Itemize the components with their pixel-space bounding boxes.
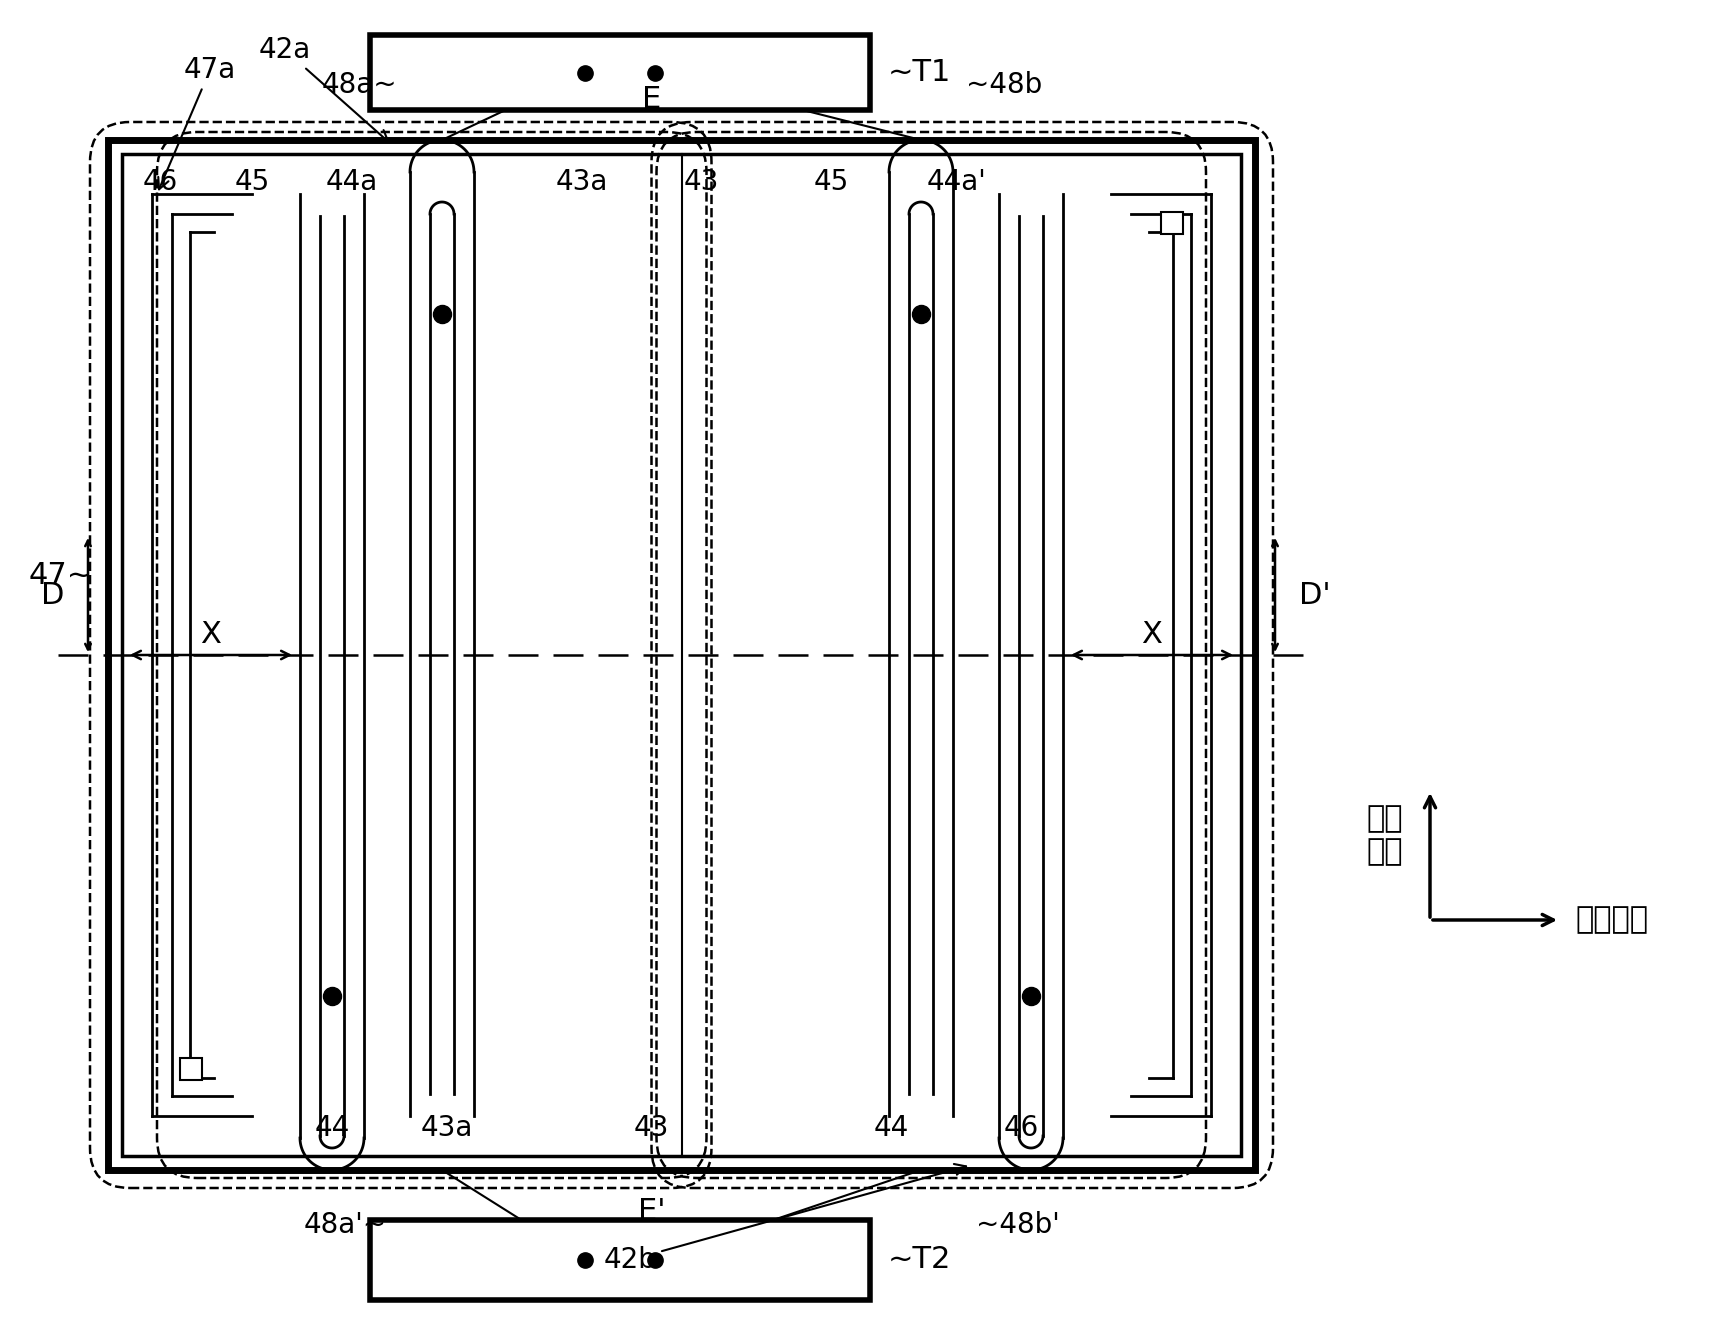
Text: 44a: 44a (326, 168, 378, 196)
Text: E: E (643, 85, 662, 115)
Text: ~T1: ~T1 (889, 59, 951, 87)
Text: 44a': 44a' (927, 168, 987, 196)
Text: 42a: 42a (258, 36, 388, 141)
Text: 43: 43 (684, 168, 719, 196)
Text: 45: 45 (234, 168, 270, 196)
Text: D: D (42, 580, 64, 609)
Text: 45: 45 (814, 168, 849, 196)
Text: ~T2: ~T2 (889, 1245, 951, 1274)
Text: 第一
方向: 第一 方向 (1367, 804, 1403, 866)
Text: 43: 43 (634, 1114, 669, 1142)
Bar (121, 155, 1242, 1156)
Bar (371, 35, 869, 111)
Text: 44: 44 (875, 1114, 909, 1142)
Text: 46: 46 (1005, 1114, 1039, 1142)
Text: D': D' (1299, 580, 1330, 609)
Text: 47a: 47a (158, 56, 236, 189)
Text: X: X (1141, 620, 1162, 649)
Text: 第二方向: 第二方向 (1574, 905, 1649, 934)
Bar (107, 140, 1256, 1170)
Text: 43a: 43a (421, 1114, 473, 1142)
Text: 48a'~: 48a'~ (303, 1210, 386, 1238)
Bar (1160, 212, 1183, 235)
Text: ~48b: ~48b (966, 71, 1043, 99)
Text: 48a~: 48a~ (322, 71, 397, 99)
Text: X: X (201, 620, 222, 649)
Text: E': E' (637, 1197, 665, 1226)
Text: 42b: 42b (603, 1164, 966, 1274)
Text: 43a: 43a (556, 168, 608, 196)
Text: 47~: 47~ (29, 560, 94, 589)
Bar (371, 1220, 869, 1300)
Text: 46: 46 (142, 168, 178, 196)
Bar (180, 1058, 203, 1080)
Text: 44: 44 (315, 1114, 350, 1142)
Text: ~48b': ~48b' (977, 1210, 1060, 1238)
